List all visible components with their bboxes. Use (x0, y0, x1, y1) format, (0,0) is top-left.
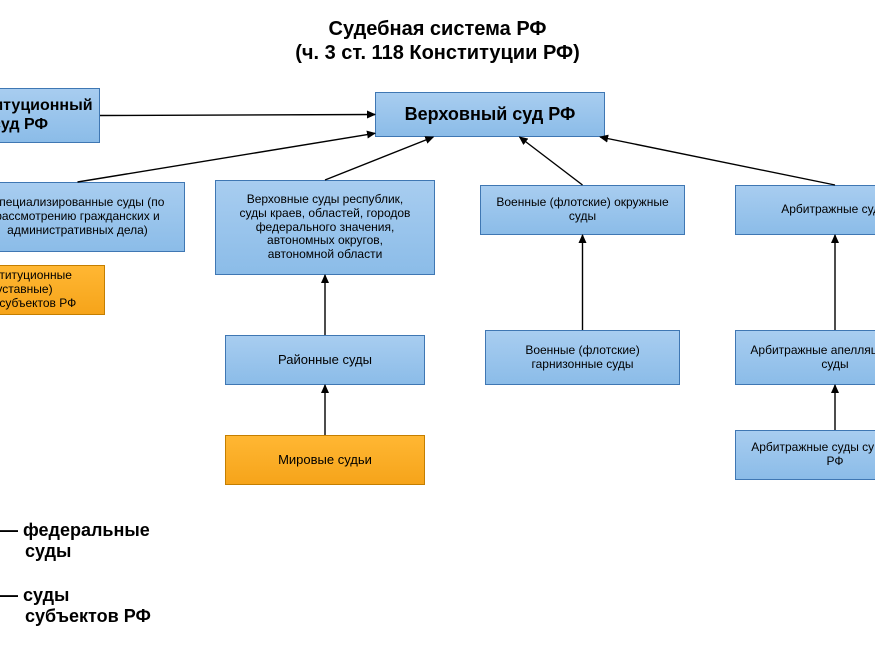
node-special: Специализированные суды (по рассмотрению… (0, 182, 185, 252)
node-military_dist: Военные (флотские) окружные суды (480, 185, 685, 235)
title-line1: Судебная система РФ (0, 18, 875, 41)
node-arbitr_appeal: Арбитражные апелляционные суды (735, 330, 875, 385)
legend-subjects: — суды субъектов РФ (0, 585, 151, 627)
title-line2: (ч. 3 ст. 118 Конституции РФ) (0, 42, 875, 65)
node-supreme: Верховный суд РФ (375, 92, 605, 137)
node-military_garr: Военные (флотские) гарнизонные суды (485, 330, 680, 385)
node-supreme_reg: Верховные суды республик, суды краев, об… (215, 180, 435, 275)
node-district: Районные суды (225, 335, 425, 385)
node-const_court: Конституционный суд РФ (0, 88, 100, 143)
node-arbitr: Арбитражные суды (735, 185, 875, 235)
node-jp: Мировые судьи (225, 435, 425, 485)
node-charter: Конституционные (уставные) суды субъекто… (0, 265, 105, 315)
legend-federal: — федеральные суды (0, 520, 150, 562)
node-arbitr_subj: Арбитражные суды субъектов РФ (735, 430, 875, 480)
